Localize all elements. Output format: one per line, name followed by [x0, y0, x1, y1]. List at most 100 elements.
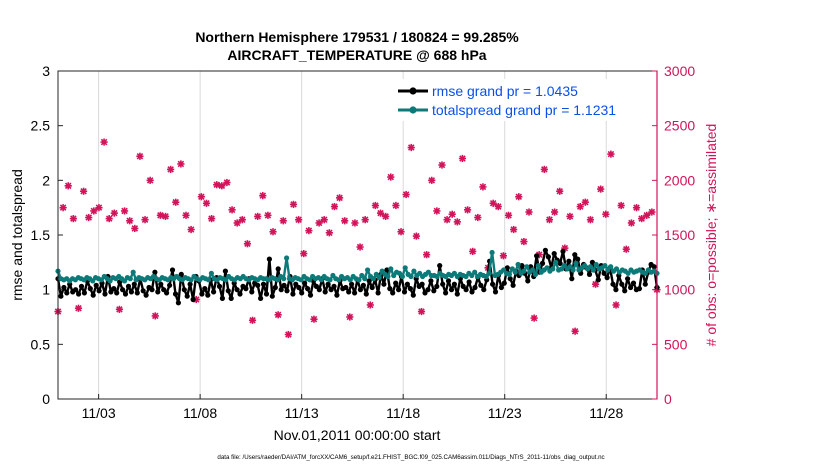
- rmse-point: [569, 276, 575, 282]
- rmse-point: [360, 282, 366, 288]
- rmse-point: [199, 291, 205, 297]
- y-right-tick-label: 1500: [664, 227, 695, 243]
- obs-count-marker: [463, 206, 472, 214]
- obs-count-marker: [540, 165, 548, 173]
- rmse-point: [219, 295, 225, 301]
- grid-layer: [98, 71, 607, 399]
- obs-count-marker: [156, 211, 164, 219]
- obs-count-marker: [315, 219, 323, 227]
- rmse-point: [93, 282, 99, 288]
- rmse-point: [281, 282, 287, 288]
- rmse-point: [352, 290, 358, 296]
- obs-count-marker: [146, 176, 154, 184]
- totalspread-point: [489, 249, 495, 256]
- rmse-point: [222, 268, 228, 274]
- obs-count-marker: [428, 176, 436, 184]
- rmse-point: [260, 281, 267, 287]
- rmse-point: [164, 290, 170, 296]
- rmse-point: [114, 290, 120, 296]
- obs-count-marker: [576, 202, 584, 211]
- obs-count-marker: [571, 327, 579, 335]
- obs-count-marker: [115, 305, 124, 313]
- obs-count-marker: [131, 224, 139, 233]
- obs-count-marker: [223, 178, 231, 187]
- rmse-point: [448, 287, 455, 293]
- totalspread-point: [521, 268, 527, 274]
- y-left-tick-label: 0: [42, 391, 50, 407]
- rmse-point: [90, 292, 96, 298]
- rmse-point: [419, 281, 425, 287]
- rmse-point: [410, 292, 416, 298]
- totalspread-point: [550, 266, 556, 272]
- rmse-point: [384, 267, 390, 273]
- obs-count-marker: [274, 311, 282, 319]
- y-right-tick-label: 2000: [664, 172, 695, 188]
- x-tick-label: 11/28: [589, 405, 623, 421]
- rmse-point: [249, 289, 255, 295]
- x-tick-label: 11/03: [82, 405, 116, 421]
- obs-count-marker: [126, 217, 134, 225]
- rmse-point: [64, 290, 70, 296]
- totalspread-point: [327, 277, 333, 283]
- rmse-point: [613, 287, 619, 293]
- x-tick-label: 11/13: [285, 405, 319, 421]
- obs-count-marker: [269, 228, 277, 236]
- rmse-point: [490, 281, 496, 287]
- rmse-point: [425, 287, 431, 293]
- rmse-point: [305, 286, 311, 292]
- totalspread-point: [524, 264, 530, 270]
- totalspread-point: [284, 255, 290, 261]
- obs-count-marker: [351, 219, 359, 227]
- y-left-tick-label: 3: [42, 63, 50, 79]
- rmse-point: [284, 288, 290, 294]
- rmse-point: [463, 287, 469, 293]
- rmse-point: [589, 259, 596, 265]
- obs-count-marker: [407, 143, 415, 152]
- rmse-point: [272, 284, 278, 291]
- rmse-point: [128, 289, 134, 295]
- rmse-point: [469, 289, 475, 295]
- obs-count-marker: [64, 182, 72, 190]
- obs-count-marker: [90, 207, 98, 215]
- legend-rmse-label: rmse grand pr = 1.0435: [432, 83, 578, 99]
- obs-count-marker: [397, 228, 405, 236]
- rmse-point: [396, 287, 402, 293]
- rmse-point: [390, 290, 396, 296]
- rmse-point: [269, 293, 275, 299]
- rmse-point: [610, 281, 616, 287]
- rmse-point: [140, 288, 146, 294]
- rmse-point: [225, 288, 231, 294]
- obs-count-marker: [423, 251, 431, 259]
- obs-count-marker: [167, 165, 175, 173]
- obs-count-marker: [366, 301, 374, 309]
- y-axis-left-label: rmse and totalspread: [9, 169, 25, 301]
- rmse-point: [187, 281, 193, 287]
- obs-count-marker: [295, 216, 303, 224]
- rmse-point: [604, 275, 610, 281]
- obs-count-marker: [515, 193, 523, 201]
- rmse-point: [316, 287, 322, 293]
- obs-count-marker: [335, 194, 344, 202]
- rmse-point: [152, 269, 158, 275]
- rmse-point: [586, 271, 593, 277]
- totalspread-point: [570, 267, 576, 273]
- rmse-point: [498, 284, 504, 291]
- obs-count-marker: [438, 161, 446, 169]
- rmse-point: [73, 287, 79, 293]
- rmse-point: [566, 258, 572, 264]
- rmse-point: [642, 281, 648, 287]
- rmse-point: [299, 290, 305, 296]
- rmse-point: [149, 287, 155, 293]
- series-lines: [55, 247, 660, 306]
- rmse-point: [539, 260, 546, 266]
- obs-count-marker: [310, 315, 318, 323]
- rmse-point: [263, 291, 270, 297]
- totalspread-point: [590, 267, 596, 273]
- totalspread-point: [573, 260, 579, 266]
- rmse-point: [266, 256, 272, 262]
- obs-count-marker: [218, 182, 226, 190]
- obs-count-markers: [54, 138, 661, 339]
- rmse-point: [111, 286, 117, 292]
- totalspread-point: [370, 276, 376, 282]
- totalspread-point: [385, 273, 391, 280]
